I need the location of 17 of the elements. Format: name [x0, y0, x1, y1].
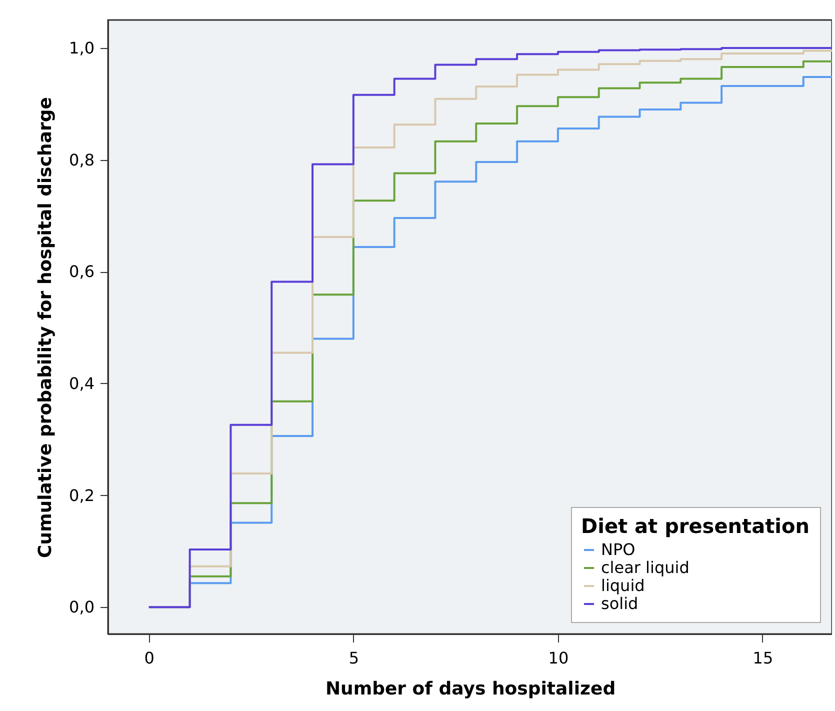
legend-title: Diet at presentation [581, 514, 810, 538]
y-tick-label: 0,6 [69, 262, 94, 282]
y-tick-label: 1,0 [69, 38, 94, 58]
x-tick-label: 5 [348, 648, 360, 668]
y-axis-title: Cumulative probability for hospital discharge [35, 97, 56, 558]
x-tick-label: 15 [752, 648, 774, 668]
y-tick-label: 0,4 [69, 374, 94, 393]
x-tick-label: 10 [548, 648, 569, 668]
x-axis-title: Number of days hospitalized [325, 678, 616, 700]
legend-label: clear liquid [601, 558, 690, 577]
legend-label: solid [601, 594, 638, 613]
legend-label: liquid [601, 576, 645, 595]
y-tick-label: 0,0 [69, 598, 94, 617]
y-tick-label: 0,8 [69, 150, 94, 170]
y-tick-label: 0,2 [69, 486, 94, 505]
x-tick-label: 0 [144, 648, 154, 668]
legend-label: NPO [601, 540, 636, 559]
